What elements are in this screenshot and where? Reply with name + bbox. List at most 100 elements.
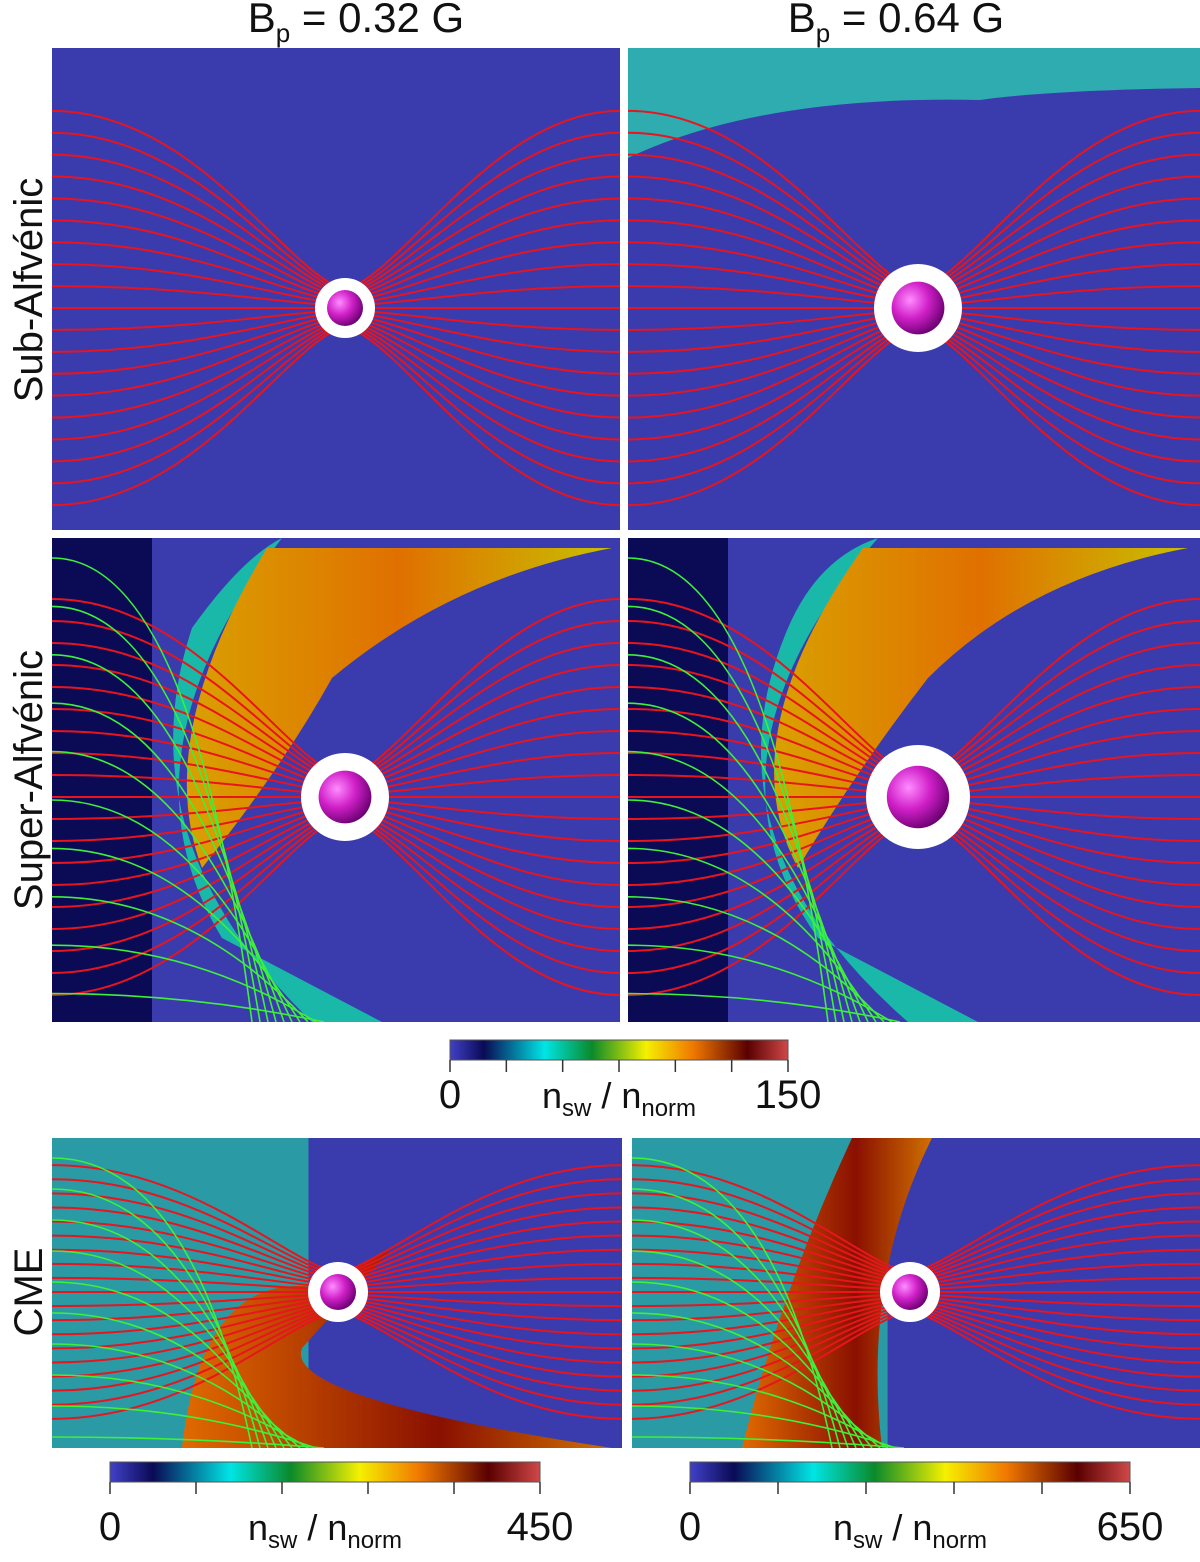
- field-line: [909, 1307, 1200, 1406]
- field-line-green: [52, 1374, 309, 1448]
- field-line-green: [52, 605, 261, 1022]
- field-line: [52, 325, 346, 507]
- column-titles: Bp = 0.32 G Bp = 0.64 G: [248, 0, 1004, 48]
- density-band: [628, 48, 1200, 158]
- cme-front: [182, 1248, 612, 1448]
- label-part: norm: [347, 1527, 402, 1554]
- row-label: Sub-Alfvénic: [7, 178, 51, 403]
- field-line-green: [628, 799, 869, 1022]
- row-label: CME: [7, 1248, 51, 1337]
- field-line-green: [632, 1405, 897, 1448]
- field-line-green: [52, 1436, 325, 1448]
- field-line: [344, 319, 620, 441]
- field-line-green: [632, 1343, 881, 1448]
- colorbar-min: 0: [439, 1073, 461, 1117]
- field-line-green: [632, 1312, 873, 1448]
- field-line: [337, 1303, 622, 1378]
- label-part: n: [833, 1507, 853, 1548]
- field-line-green: [628, 605, 837, 1022]
- colorbar-label: nsw / nnorm: [542, 1075, 696, 1122]
- field-line-green: [52, 1405, 317, 1448]
- panel: [52, 538, 620, 1022]
- field-line: [632, 1164, 911, 1275]
- colorbar: [689, 1461, 1131, 1483]
- field-line-green: [632, 1219, 849, 1448]
- label-part: /: [297, 1507, 327, 1548]
- field-line: [909, 1303, 1200, 1378]
- field-line: [344, 323, 620, 485]
- row-label: Super-Alfvénic: [7, 650, 51, 910]
- body: [891, 281, 945, 335]
- field-line: [344, 175, 620, 297]
- field-line: [344, 109, 620, 291]
- panel: [52, 1138, 622, 1448]
- body: [886, 765, 950, 829]
- label-part: norm: [641, 1095, 696, 1122]
- field-line: [344, 131, 620, 293]
- field-line-green: [52, 1188, 261, 1448]
- label-part: sw: [268, 1527, 298, 1554]
- field-line: [344, 197, 620, 299]
- colorbar-min: 0: [99, 1505, 121, 1549]
- field-line: [344, 325, 620, 507]
- field-line-green: [52, 992, 325, 1022]
- field-line-green: [628, 944, 893, 1022]
- colorbar-max: 650: [1097, 1505, 1164, 1549]
- column-title: Bp = 0.32 G: [248, 0, 464, 48]
- field-line: [337, 1192, 622, 1279]
- field-line-green: [632, 1188, 841, 1448]
- field-line: [337, 1164, 622, 1275]
- label-part: /: [591, 1075, 621, 1116]
- field-line: [52, 321, 346, 463]
- sheath: [774, 548, 1188, 868]
- field-line: [52, 131, 346, 293]
- field-line-green: [628, 992, 901, 1022]
- field-line: [909, 1309, 1200, 1420]
- field-line: [909, 1206, 1200, 1281]
- panels: [52, 48, 1200, 1448]
- field-line: [909, 1164, 1200, 1275]
- field-line: [344, 153, 620, 295]
- field-line: [909, 1192, 1200, 1279]
- field-line: [337, 1307, 622, 1406]
- field-line-green: [628, 847, 877, 1022]
- field-line: [632, 1206, 911, 1281]
- field-line: [344, 317, 620, 419]
- field-line: [337, 1309, 622, 1420]
- field-line-green: [52, 1343, 301, 1448]
- field-line: [52, 319, 346, 441]
- colorbar-label: nsw / nnorm: [833, 1507, 987, 1554]
- colorbar-label: nsw / nnorm: [248, 1507, 402, 1554]
- field-line: [337, 1206, 622, 1281]
- field-line: [52, 109, 346, 291]
- colorbar-max: 450: [507, 1505, 574, 1549]
- label-part: n: [542, 1075, 562, 1116]
- body: [327, 290, 363, 326]
- body: [892, 1274, 928, 1310]
- field-line: [52, 323, 346, 485]
- field-line-green: [52, 896, 309, 1022]
- field-line-green: [632, 1436, 905, 1448]
- panel: [52, 48, 620, 530]
- field-line: [632, 1309, 911, 1420]
- column-title: Bp = 0.64 G: [788, 0, 1004, 48]
- field-line: [337, 1178, 622, 1277]
- body: [318, 770, 372, 824]
- field-line-green: [52, 799, 293, 1022]
- label-part: n: [912, 1507, 932, 1548]
- label-part: n: [327, 1507, 347, 1548]
- sheath: [186, 548, 612, 868]
- colorbar: [449, 1039, 789, 1061]
- field-line-green: [52, 847, 301, 1022]
- field-line-green: [52, 1219, 269, 1448]
- field-line: [52, 175, 346, 297]
- field-line-green: [52, 1312, 293, 1448]
- field-line: [632, 1307, 911, 1406]
- field-line: [52, 1305, 339, 1392]
- field-line: [909, 1178, 1200, 1277]
- field-line: [52, 1309, 339, 1420]
- field-line-green: [628, 654, 845, 1022]
- field-line-green: [632, 1374, 889, 1448]
- field-line: [52, 317, 346, 419]
